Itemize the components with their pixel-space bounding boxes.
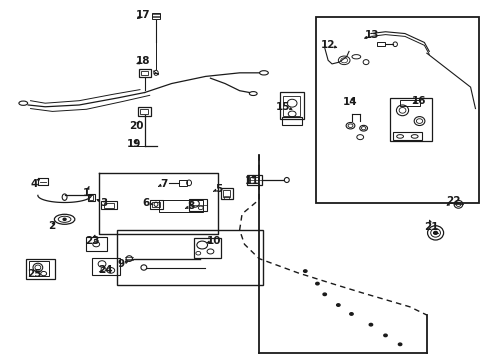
Bar — [389, 98, 431, 141]
Text: 6: 6 — [142, 198, 150, 208]
Bar — [141, 71, 148, 75]
Circle shape — [336, 304, 339, 306]
Bar — [188, 199, 206, 211]
Text: 18: 18 — [136, 57, 150, 66]
Bar — [152, 13, 160, 18]
Text: 1: 1 — [82, 188, 90, 198]
Text: 9: 9 — [118, 259, 125, 269]
Text: 5: 5 — [215, 184, 223, 194]
Bar — [85, 237, 107, 251]
Bar — [152, 202, 160, 207]
Bar — [101, 202, 117, 209]
Text: 25: 25 — [27, 269, 41, 279]
Bar — [194, 238, 221, 257]
Text: 13: 13 — [364, 30, 378, 40]
Bar — [137, 107, 151, 116]
Bar — [376, 42, 384, 46]
Text: 10: 10 — [207, 236, 221, 246]
Circle shape — [63, 218, 66, 220]
Text: 21: 21 — [424, 222, 438, 232]
Bar — [316, 18, 478, 203]
Bar — [140, 109, 148, 114]
Text: 14: 14 — [343, 97, 357, 107]
Text: 12: 12 — [320, 40, 335, 50]
Bar — [139, 69, 150, 77]
Bar — [283, 96, 300, 116]
Bar — [88, 194, 95, 202]
Text: 8: 8 — [187, 201, 194, 211]
Bar — [29, 261, 48, 276]
Bar — [399, 100, 419, 106]
Bar — [223, 190, 230, 197]
Circle shape — [349, 313, 352, 315]
Circle shape — [303, 270, 306, 273]
Bar — [92, 257, 119, 275]
Bar — [89, 195, 93, 200]
Circle shape — [323, 293, 326, 296]
Bar — [221, 188, 232, 199]
Text: 4: 4 — [31, 179, 38, 189]
Bar — [250, 177, 258, 183]
Bar — [392, 132, 421, 140]
Text: 23: 23 — [85, 237, 100, 247]
Bar — [179, 180, 186, 186]
Text: 3: 3 — [100, 198, 107, 208]
Bar — [246, 175, 261, 185]
Text: 24: 24 — [98, 265, 112, 275]
Text: 2: 2 — [48, 221, 55, 231]
Circle shape — [315, 282, 319, 285]
Bar — [282, 117, 301, 125]
Circle shape — [398, 343, 401, 346]
Circle shape — [433, 231, 437, 234]
Text: 16: 16 — [411, 96, 426, 106]
Text: 20: 20 — [128, 121, 143, 131]
Circle shape — [383, 334, 386, 337]
Bar — [117, 230, 263, 285]
Bar — [26, 258, 55, 279]
Text: 15: 15 — [276, 102, 290, 112]
Text: 7: 7 — [160, 179, 167, 189]
Bar — [159, 200, 203, 212]
Text: 19: 19 — [126, 139, 141, 149]
Bar — [104, 203, 114, 208]
Text: 11: 11 — [244, 176, 259, 186]
Circle shape — [368, 323, 372, 326]
Bar — [280, 93, 304, 119]
Text: 22: 22 — [446, 197, 460, 206]
Bar — [149, 200, 163, 208]
Text: 17: 17 — [136, 10, 150, 20]
Bar — [223, 196, 229, 199]
